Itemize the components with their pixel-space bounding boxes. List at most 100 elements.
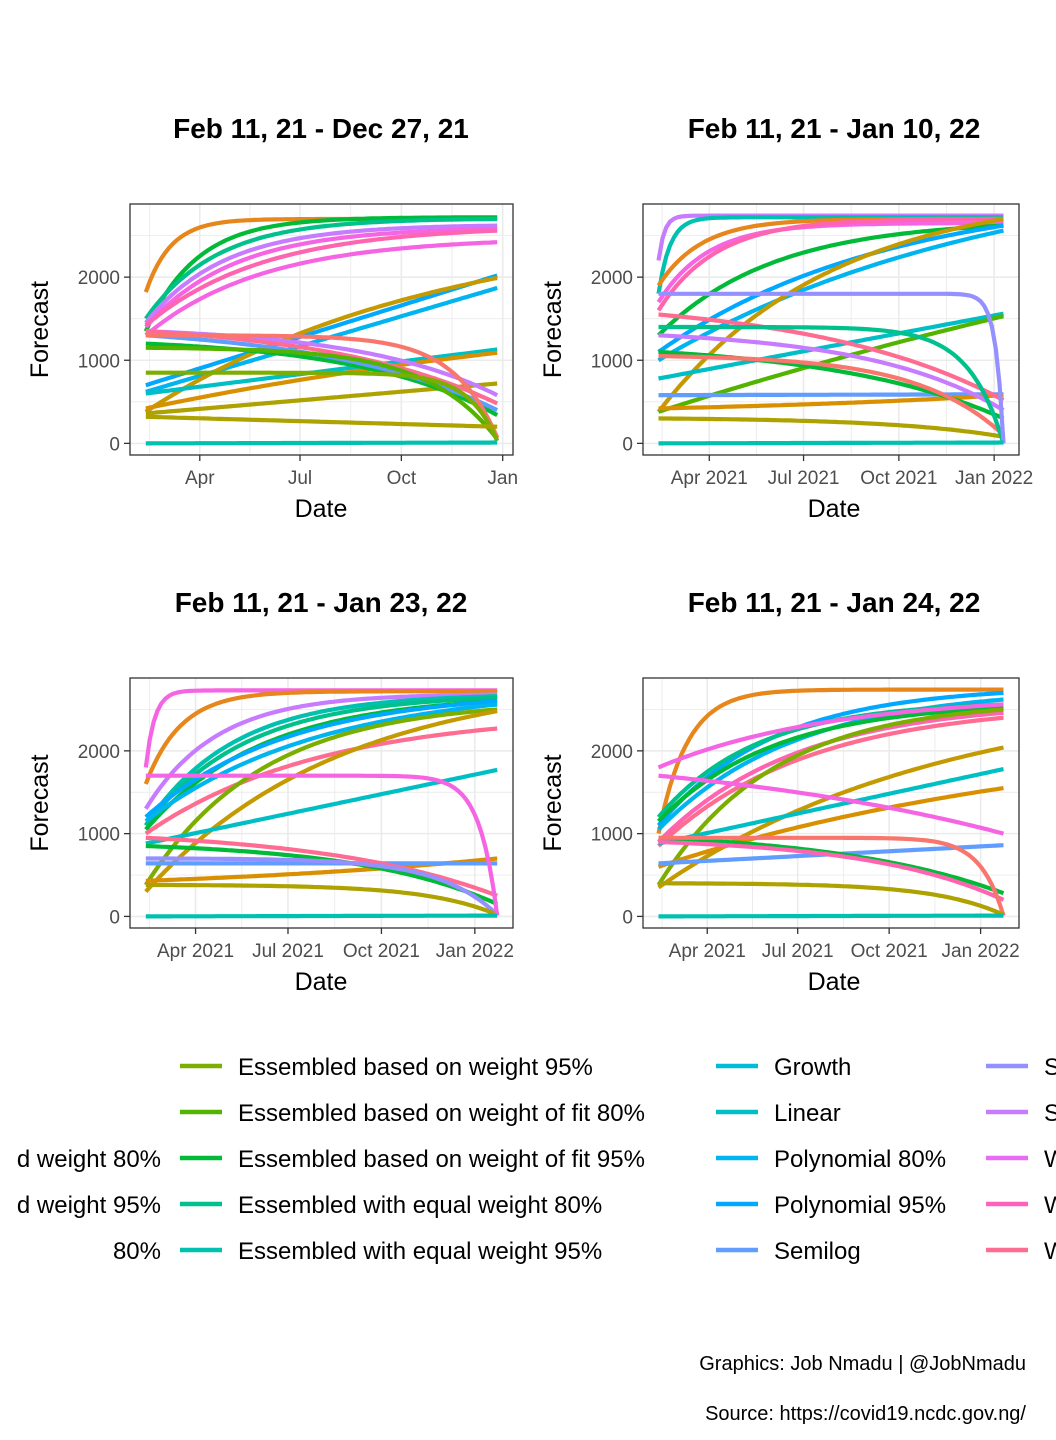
y-tick-label: 1000	[78, 351, 120, 372]
x-tick-label: Apr 2021	[669, 941, 746, 962]
x-tick-label: Jul 2021	[768, 468, 840, 489]
series-line-12	[657, 786, 1004, 869]
panel-border	[642, 203, 1020, 456]
panel-border	[642, 677, 1020, 929]
series-line-9	[144, 726, 498, 836]
series-group	[656, 687, 1006, 919]
legend-item: d weight 80%	[17, 1146, 161, 1173]
legend-item: Essembled based on weight of fit 80%	[180, 1100, 645, 1127]
panel-title: Feb 11, 21 - Jan 10, 22	[688, 113, 981, 144]
x-tick-label: Jul 2021	[252, 941, 324, 962]
series-line-19	[145, 773, 500, 916]
x-tick-label: Jul 2021	[762, 941, 834, 962]
series-line-3	[144, 216, 498, 320]
y-tick-label: 2000	[78, 268, 120, 289]
legend-item: Polynomial 95%	[716, 1192, 946, 1219]
x-tick-label: Jan 2022	[436, 941, 514, 962]
legend-label: W	[1044, 1146, 1056, 1173]
series-line-19	[658, 324, 1006, 445]
legend-item: Semilog	[716, 1238, 861, 1265]
legend-item: 80%	[113, 1238, 161, 1265]
legend-item: S	[986, 1100, 1056, 1127]
chart-panel-4: Feb 11, 21 - Jan 24, 22 0 1000 2000 Apr 2021…	[539, 587, 1020, 996]
x-tick-label: Jan 2022	[942, 941, 1020, 962]
series-line-11	[658, 767, 1004, 846]
series-line-10	[658, 311, 1004, 381]
legend-label: Linear	[774, 1100, 841, 1127]
chart-panel-1: Feb 11, 21 - Dec 27, 21 0 1000 2000 Apr Jul Oc…	[26, 113, 518, 523]
series-line-8	[145, 273, 498, 388]
panels: Feb 11, 21 - Dec 27, 21 0 1000 2000 Apr Jul Oc…	[26, 113, 1033, 996]
legend-item: Growth	[716, 1054, 851, 1081]
series-line-8	[144, 702, 498, 823]
x-tick-label: Apr	[185, 468, 215, 489]
y-tick-label: 0	[622, 434, 633, 455]
series-line-2	[143, 689, 498, 785]
legend-item: Polynomial 80%	[716, 1146, 946, 1173]
series-line-5	[144, 226, 498, 329]
y-tick-label: 1000	[78, 825, 120, 846]
series-line-5	[144, 695, 498, 827]
series-line-21	[145, 414, 498, 429]
series-line-10	[144, 275, 498, 414]
legend-item: d weight 95%	[17, 1192, 161, 1219]
series-line-19	[145, 345, 499, 441]
x-axis-title: Date	[808, 968, 861, 996]
series-line-20	[658, 291, 1006, 444]
legend-label: Polynomial 95%	[774, 1192, 946, 1219]
legend-label: S	[1044, 1054, 1056, 1081]
series-line-18	[145, 333, 500, 439]
legend-label: 80%	[113, 1238, 161, 1265]
x-tick-label: Apr 2021	[157, 941, 234, 962]
source-credit: Source: https://covid19.ncdc.gov.ng/	[705, 1403, 1026, 1425]
series-line-11	[144, 709, 498, 894]
y-axis-title: Forecast	[26, 281, 54, 378]
series-line-6	[144, 228, 498, 327]
series-line-19	[658, 913, 1004, 919]
legend: d weight 80% d weight 95% 80% Essembled bas…	[17, 1054, 1056, 1265]
legend-label: Growth	[774, 1054, 851, 1081]
series-line-9	[656, 707, 1004, 887]
panel-title: Feb 11, 21 - Jan 23, 22	[175, 587, 468, 618]
series-line-18	[658, 881, 1005, 917]
y-tick-label: 2000	[78, 742, 120, 763]
legend-label: Polynomial 80%	[774, 1146, 946, 1173]
y-tick-label: 1000	[591, 825, 633, 846]
x-tick-label: Oct 2021	[343, 941, 420, 962]
x-axis-title: Date	[295, 968, 348, 996]
legend-item: Linear	[716, 1100, 841, 1127]
y-tick-label: 2000	[591, 268, 633, 289]
y-axis-title: Forecast	[539, 754, 567, 851]
legend-label: W	[1044, 1192, 1056, 1219]
panel-border	[129, 677, 514, 929]
series-line-2	[143, 215, 498, 333]
x-tick-label: Jul	[288, 468, 312, 489]
legend-item: W	[986, 1238, 1056, 1265]
legend-label: Semilog	[774, 1238, 861, 1265]
x-tick-label: Oct 2021	[860, 468, 937, 489]
x-tick-label: Jan	[487, 468, 518, 489]
series-line-18	[658, 416, 1004, 439]
legend-item: S	[986, 1054, 1056, 1081]
x-tick-label: Apr 2021	[671, 468, 748, 489]
legend-label: Essembled based on weight of fit 95%	[238, 1146, 645, 1173]
legend-item: W	[986, 1192, 1056, 1219]
series-line-1	[656, 687, 1004, 835]
graphics-credit: Graphics: Job Nmadu | @JobNmadu	[699, 1353, 1026, 1375]
series-line-5	[656, 216, 1004, 312]
legend-label: d weight 95%	[17, 1192, 161, 1219]
series-line-18	[145, 882, 499, 917]
legend-item: W	[986, 1146, 1056, 1173]
chart-panel-3: Feb 11, 21 - Jan 23, 22 0 1000 2000 Apr 2021…	[26, 587, 514, 996]
series-line-14	[658, 773, 1005, 836]
x-tick-label: Jan 2022	[955, 468, 1033, 489]
series-line-15	[145, 835, 498, 898]
legend-label: Essembled with equal weight 95%	[238, 1238, 602, 1265]
y-tick-label: 1000	[591, 351, 633, 372]
y-tick-label: 0	[622, 907, 633, 928]
series-line-17	[145, 856, 499, 917]
panel-title: Feb 11, 21 - Jan 24, 22	[688, 587, 981, 618]
series-line-5	[657, 705, 1004, 823]
series-line-17	[658, 835, 1006, 917]
series-line-14	[658, 312, 1005, 402]
